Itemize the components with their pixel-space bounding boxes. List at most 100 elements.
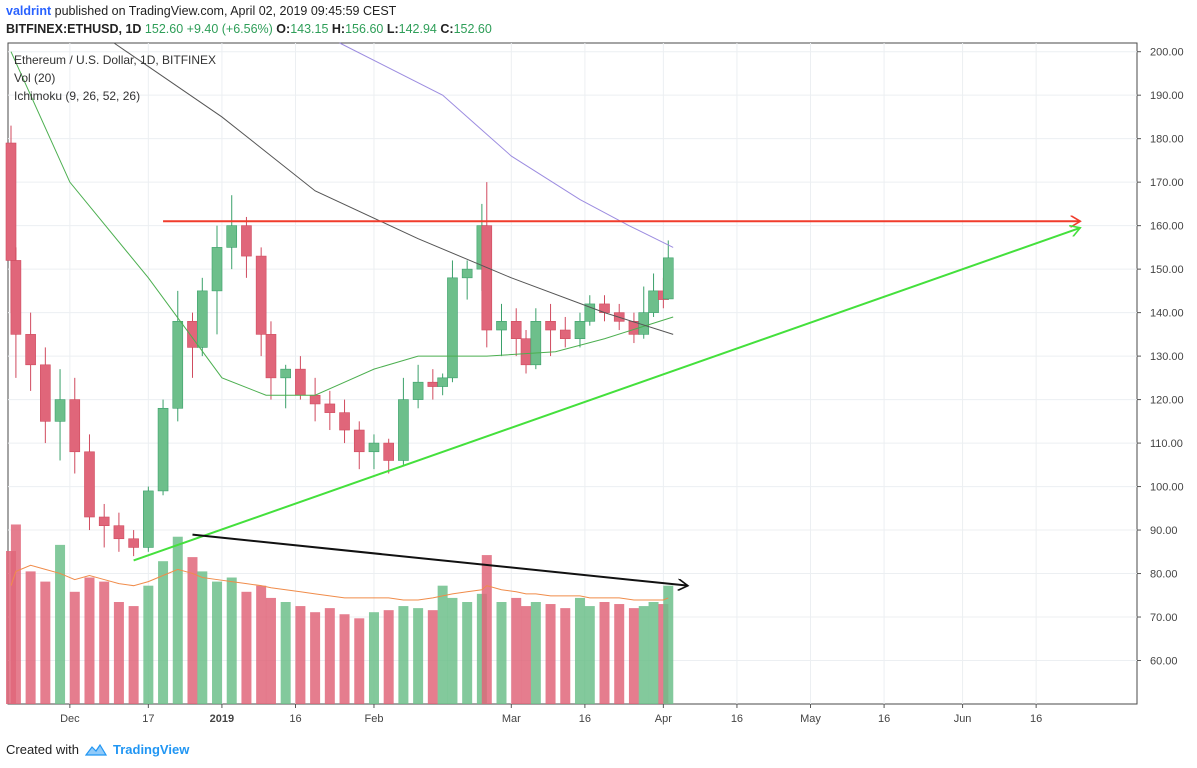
candle-body <box>412 381 424 400</box>
candle-body <box>368 442 380 453</box>
open-value: 143.15 <box>290 22 329 36</box>
volume-bar <box>295 606 306 704</box>
x-tick-label: Dec <box>60 713 80 725</box>
symbol-line: BITFINEX:ETHUSD, 1D 152.60 +9.40 (+6.56%… <box>6 22 492 36</box>
legend-volume: Vol (20) <box>14 71 56 85</box>
y-tick-label: 170.00 <box>1150 177 1184 189</box>
y-tick-label: 110.00 <box>1150 438 1183 450</box>
candle-body <box>520 338 532 366</box>
x-tick-label: 16 <box>289 713 301 725</box>
volume-bar <box>481 555 492 704</box>
candle-body <box>309 394 321 405</box>
x-tick-label: Feb <box>364 713 383 725</box>
y-tick-label: 160.00 <box>1150 221 1184 233</box>
y-tick-label: 130.00 <box>1150 351 1184 363</box>
volume-bar <box>256 585 267 704</box>
high-label: H: <box>331 22 346 36</box>
volume-bar <box>383 610 394 704</box>
volume-downtrend-line <box>192 533 687 586</box>
tradingview-brand[interactable]: TradingView <box>112 742 190 757</box>
candle-body <box>265 334 277 379</box>
x-tick-label: Apr <box>655 713 672 725</box>
volume-bar <box>599 602 610 704</box>
x-tick-label: 16 <box>579 713 591 725</box>
close-label: C: <box>440 22 454 36</box>
symbol-name: BITFINEX:ETHUSD, 1D <box>6 22 142 36</box>
x-tick-label: Jun <box>954 713 972 725</box>
volume-bar <box>113 602 124 704</box>
y-tick-label: 80.00 <box>1150 569 1178 581</box>
x-tick-label: 16 <box>878 713 890 725</box>
candle-body <box>427 381 439 387</box>
volume-bar <box>628 608 639 704</box>
low-value: 142.94 <box>398 22 437 36</box>
y-tick-label: 190.00 <box>1150 90 1184 102</box>
volume-bar <box>511 597 522 704</box>
candle-body <box>530 321 542 366</box>
publish-line: valdrint published on TradingView.com, A… <box>6 4 396 18</box>
candle-body <box>324 403 336 413</box>
volume-bar <box>560 608 571 704</box>
ichimoku-green-line <box>10 51 674 396</box>
volume-bar <box>226 577 237 704</box>
candle-body <box>662 257 674 300</box>
author-name[interactable]: valdrint <box>6 4 52 18</box>
volume-bar <box>280 602 291 704</box>
candle-body <box>574 321 586 340</box>
candle-body <box>172 321 184 409</box>
volume-bar <box>128 606 139 704</box>
volume-bar <box>398 606 409 704</box>
candle-body <box>353 429 365 453</box>
created-with-text: Created with <box>6 742 79 757</box>
candle-body <box>481 225 493 331</box>
volume-bar <box>241 591 252 704</box>
candle-body <box>54 399 66 422</box>
candle-body <box>280 368 291 379</box>
volume-bar <box>40 581 51 704</box>
volume-bar <box>265 597 276 704</box>
x-tick-label: 2019 <box>210 713 234 725</box>
footer: Created with TradingView <box>6 742 189 757</box>
candle-body <box>196 290 208 348</box>
candle-body <box>447 277 458 379</box>
legend-title: Ethereum / U.S. Dollar, 1D, BITFINEX <box>14 53 217 67</box>
volume-bar <box>187 557 198 704</box>
volume-bar <box>427 610 438 704</box>
y-tick-label: 70.00 <box>1150 612 1178 624</box>
volume-bar <box>437 585 448 704</box>
candle-body <box>226 225 238 248</box>
volume-bar <box>530 602 541 704</box>
y-tick-label: 100.00 <box>1150 482 1184 494</box>
candle-body <box>545 321 556 331</box>
tradingview-logo-icon <box>84 743 107 756</box>
candle-body <box>398 399 409 461</box>
candle-body <box>383 442 394 461</box>
y-tick-label: 90.00 <box>1150 525 1178 537</box>
volume-bar <box>521 606 532 704</box>
support-trendline <box>133 228 1081 562</box>
candle-body <box>461 268 473 279</box>
volume-bar <box>648 602 659 704</box>
volume-bar <box>197 571 208 704</box>
volume-bar <box>25 571 36 704</box>
open-label: O: <box>276 22 291 36</box>
volume-bar <box>158 561 169 704</box>
candle-body <box>84 451 95 518</box>
candle-body <box>584 303 596 322</box>
candle-body <box>241 225 252 257</box>
high-value: 156.60 <box>345 22 384 36</box>
ichimoku-purple-line <box>339 42 674 248</box>
x-tick-label: 16 <box>1030 713 1042 725</box>
volume-bar <box>638 606 649 704</box>
ichimoku-gray-line <box>113 42 674 335</box>
x-tick-label: Mar <box>502 713 521 725</box>
publish-text: published on TradingView.com, April 02, … <box>54 4 397 18</box>
x-tick-label: 16 <box>731 713 743 725</box>
volume-bar <box>99 581 110 704</box>
candle-body <box>295 368 306 396</box>
candle-body <box>559 329 571 340</box>
volume-bar <box>545 604 556 704</box>
volume-bar <box>69 591 80 704</box>
candle-body <box>211 247 223 292</box>
